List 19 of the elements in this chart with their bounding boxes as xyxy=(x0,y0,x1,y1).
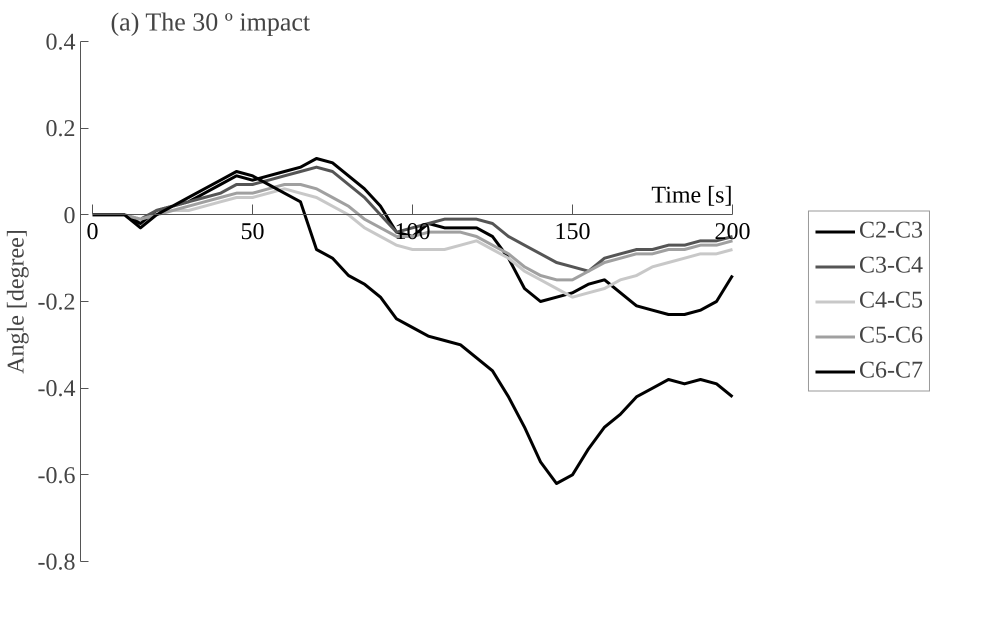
x-tick-label: 50 xyxy=(240,218,264,245)
legend-label: C6-C7 xyxy=(858,358,923,384)
chart-title: (a) The 30 º impact xyxy=(110,8,311,36)
y-tick-label: 0.2 xyxy=(46,116,76,142)
legend-label: C5-C6 xyxy=(858,322,923,350)
y-tick-label: -0.4 xyxy=(38,376,76,402)
legend-label: C2-C3 xyxy=(858,218,923,244)
x-tick-label: 0 xyxy=(86,218,98,245)
legend-label: C3-C4 xyxy=(858,252,923,280)
y-tick-label: -0.2 xyxy=(38,290,76,316)
legend-label: C4-C5 xyxy=(858,288,923,314)
x-tick-label: 200 xyxy=(714,218,750,245)
y-tick-label: -0.8 xyxy=(38,550,76,576)
y-tick-label: -0.6 xyxy=(38,462,76,489)
x-tick-label: 150 xyxy=(554,218,590,245)
y-axis-title: Angle [degree] xyxy=(4,229,30,374)
x-axis-title: Time [s] xyxy=(651,182,733,209)
y-tick-label: 0 xyxy=(64,202,76,229)
y-tick-label: 0.4 xyxy=(46,30,76,56)
